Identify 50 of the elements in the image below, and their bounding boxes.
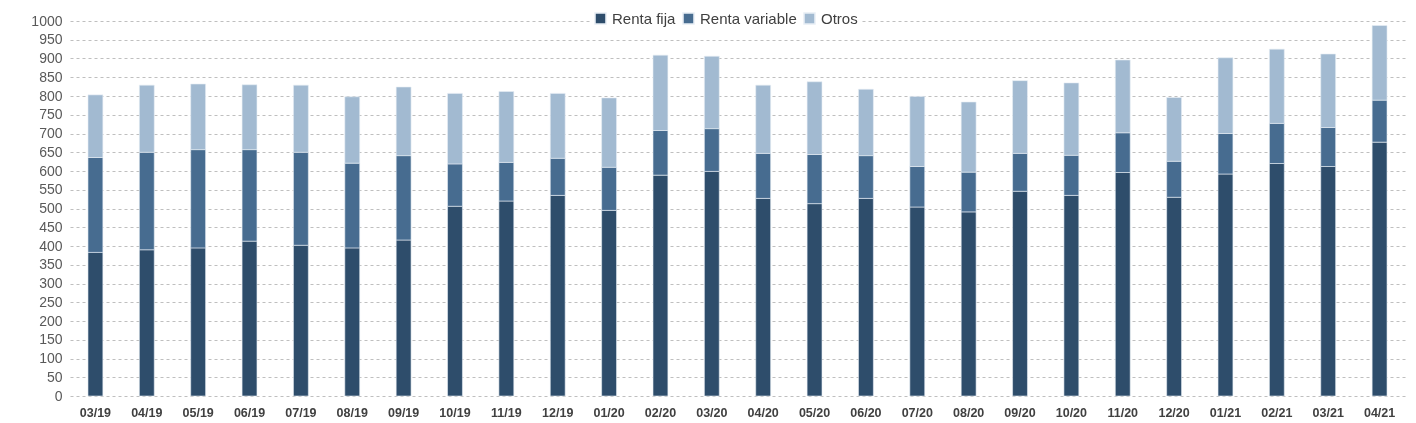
y-tick-label: 700 <box>39 125 63 141</box>
y-tick-label: 500 <box>39 200 63 216</box>
y-tick-label: 0 <box>54 387 63 404</box>
y-tick-label: 250 <box>39 293 63 310</box>
x-tick-label: 04/20 <box>747 405 779 420</box>
x-tick-label: 10/20 <box>1055 405 1088 420</box>
x-tick-label: 01/21 <box>1209 405 1242 420</box>
x-tick-label: 04/19 <box>131 405 163 420</box>
legend-label: Otros <box>821 9 858 27</box>
x-tick-label: 03/21 <box>1312 405 1344 420</box>
y-tick-label: 800 <box>39 87 63 104</box>
y-tick-label: 50 <box>46 368 63 385</box>
y-tick-label: 950 <box>39 31 63 48</box>
y-tick-label: 200 <box>39 312 63 329</box>
x-tick-label: 12/19 <box>542 405 574 420</box>
x-tick-label: 06/19 <box>233 405 266 420</box>
x-tick-label: 09/20 <box>1004 405 1036 420</box>
y-tick-label: 650 <box>39 143 63 160</box>
y-tick-label: 850 <box>39 68 63 85</box>
x-tick-label: 08/19 <box>336 405 368 420</box>
y-tick-label: 750 <box>39 106 63 123</box>
x-tick-label: 05/19 <box>182 405 214 420</box>
x-tick-label: 11/19 <box>491 405 522 420</box>
legend-label: Renta variable <box>700 9 797 27</box>
x-tick-label: 07/19 <box>285 405 317 420</box>
x-tick-label: 04/21 <box>1363 405 1396 420</box>
y-tick-label: 450 <box>39 218 63 235</box>
x-tick-label: 06/20 <box>850 405 882 420</box>
y-tick-label: 400 <box>39 237 63 254</box>
x-tick-label: 07/20 <box>901 405 933 420</box>
y-tick-label: 350 <box>39 256 63 273</box>
x-tick-label: 12/20 <box>1158 405 1190 420</box>
x-tick-label: 03/19 <box>79 405 112 420</box>
x-tick-label: 02/21 <box>1261 405 1293 420</box>
y-tick-label: 150 <box>39 331 63 348</box>
x-tick-label: 08/20 <box>953 405 985 420</box>
y-tick-label: 100 <box>39 350 63 366</box>
x-tick-label: 10/19 <box>439 405 471 420</box>
y-tick-label: 600 <box>39 162 63 179</box>
x-tick-label: 01/20 <box>593 405 625 420</box>
x-tick-label: 11/20 <box>1107 405 1139 420</box>
y-tick-label: 1000 <box>31 12 63 29</box>
x-tick-label: 02/20 <box>644 405 677 420</box>
legend-label: Renta fija <box>612 9 677 27</box>
x-tick-label: 03/20 <box>696 405 728 420</box>
x-tick-label: 05/20 <box>798 405 831 420</box>
y-tick-label: 900 <box>39 50 63 66</box>
y-tick-label: 300 <box>39 275 63 291</box>
x-tick-label: 09/19 <box>387 405 420 420</box>
y-tick-label: 550 <box>39 181 63 198</box>
